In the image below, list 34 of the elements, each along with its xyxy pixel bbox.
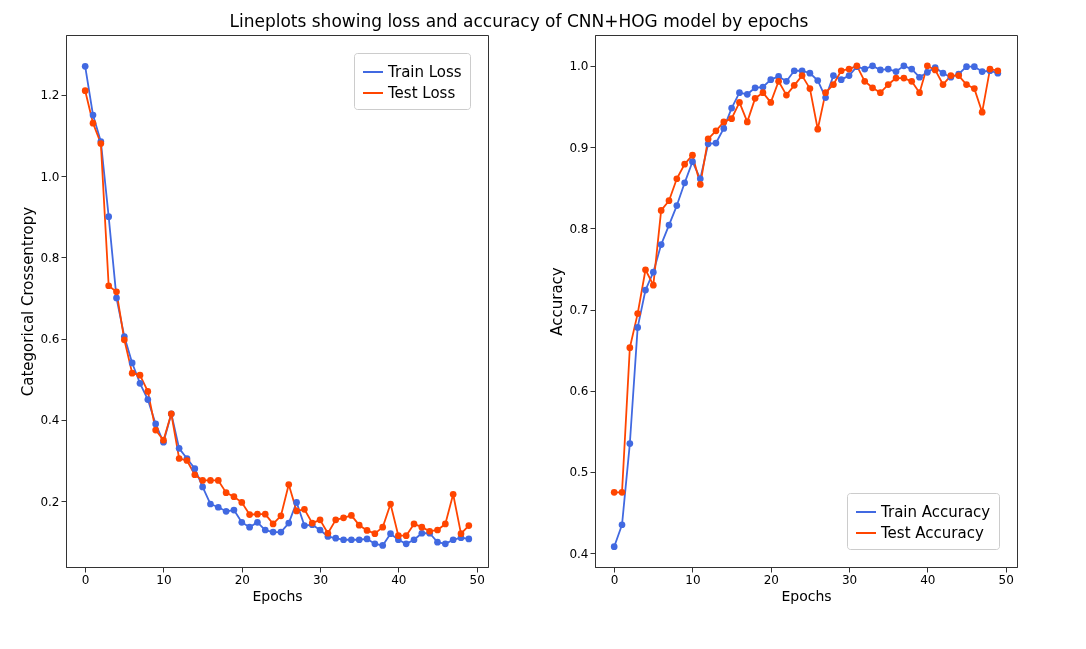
y-axis-title: Categorical Crossentropy [19, 206, 38, 397]
x-tick-label: 30 [841, 572, 858, 587]
chart-title: Lineplots showing loss and accuracy of CNN+HOG model by epochs [229, 10, 809, 31]
x-tick-label: 20 [234, 572, 250, 587]
y-tick-label: 0.7 [569, 303, 589, 318]
y-tick-label: 0.8 [569, 221, 589, 236]
y-tick-label: 0.4 [40, 413, 60, 428]
x-tick-label: 40 [920, 572, 936, 587]
y-tick-label: 0.6 [40, 332, 60, 347]
legend-label: Test Loss [387, 84, 456, 102]
legend-label: Train Accuracy [880, 503, 991, 521]
x-tick-label: 0 [610, 572, 619, 587]
y-tick-label: 0.5 [569, 465, 589, 480]
y-axis-title: Accuracy [548, 267, 567, 336]
x-tick-label: 10 [685, 572, 701, 587]
y-tick-label: 1.0 [569, 59, 589, 74]
x-tick-label: 50 [998, 572, 1014, 587]
y-tick-label: 1.0 [40, 169, 60, 184]
y-tick-label: 0.8 [40, 250, 60, 265]
x-axis-title: Epochs [252, 587, 303, 604]
legend-label: Test Accuracy [880, 524, 984, 542]
y-tick-label: 1.2 [40, 88, 60, 103]
x-tick-label: 50 [469, 572, 485, 587]
x-tick-label: 20 [763, 572, 779, 587]
legend-label: Train Loss [387, 63, 462, 81]
y-tick-label: 0.6 [569, 384, 589, 399]
x-tick-label: 10 [156, 572, 172, 587]
x-axis-title: Epochs [781, 587, 832, 604]
x-tick-label: 30 [312, 572, 329, 587]
x-tick-label: 0 [81, 572, 90, 587]
x-tick-label: 40 [391, 572, 407, 587]
y-tick-label: 0.9 [569, 140, 589, 155]
y-tick-label: 0.2 [40, 494, 60, 509]
y-tick-label: 0.4 [569, 546, 589, 561]
